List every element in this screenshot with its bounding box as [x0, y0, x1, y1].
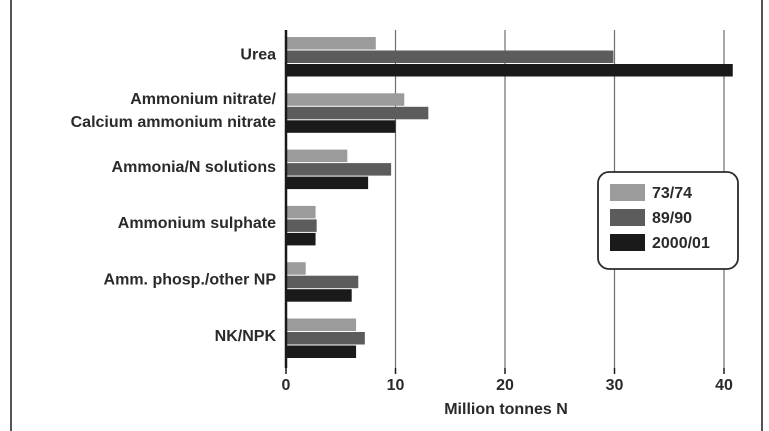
bar-2000-01 — [286, 345, 357, 358]
category-label: Calcium ammonium nitrate — [71, 114, 276, 131]
bar-2000-01 — [286, 232, 316, 246]
bar-73-74 — [286, 37, 376, 50]
legend-label: 2000/01 — [652, 235, 710, 252]
bar-89-90 — [286, 163, 392, 176]
category-label: Ammonia/N solutions — [112, 159, 277, 176]
legend: 73/74 89/90 2000/01 — [597, 171, 739, 270]
bar-73-74 — [286, 205, 316, 219]
x-tick-label: 20 — [496, 377, 514, 394]
bar-73-74 — [286, 93, 405, 106]
category-label: Amm. phosp./other NP — [104, 271, 277, 288]
bar-89-90 — [286, 106, 429, 120]
x-axis-title: Million tonnes N — [444, 401, 568, 418]
bar-2000-01 — [286, 64, 733, 77]
bar-2000-01 — [286, 176, 369, 190]
category-label: Urea — [240, 46, 276, 63]
bar-2000-01 — [286, 289, 352, 302]
bar-73-74 — [286, 149, 348, 163]
bar-2000-01 — [286, 120, 396, 133]
x-tick-label: 30 — [606, 377, 624, 394]
bar-89-90 — [286, 50, 614, 63]
bars — [286, 37, 733, 358]
bar-73-74 — [286, 262, 306, 275]
category-label: Ammonium sulphate — [118, 215, 276, 232]
legend-label: 73/74 — [652, 185, 692, 202]
x-tick-labels: 0 10 20 30 40 — [282, 377, 733, 394]
x-tick-label: 0 — [282, 377, 291, 394]
bar-89-90 — [286, 332, 365, 345]
category-label: NK/NPK — [215, 328, 277, 345]
x-tick-label: 10 — [387, 377, 405, 394]
category-labels: Urea Ammonium nitrate/Calcium ammonium ni… — [71, 46, 277, 345]
x-tick-label: 40 — [715, 377, 733, 394]
legend-label: 89/90 — [652, 210, 692, 227]
legend-swatch — [610, 234, 645, 251]
legend-swatch — [610, 184, 645, 201]
category-label: Ammonium nitrate/ — [130, 91, 276, 108]
bar-89-90 — [286, 219, 317, 232]
bar-73-74 — [286, 318, 357, 331]
bar-89-90 — [286, 275, 359, 289]
legend-swatch — [610, 209, 645, 226]
